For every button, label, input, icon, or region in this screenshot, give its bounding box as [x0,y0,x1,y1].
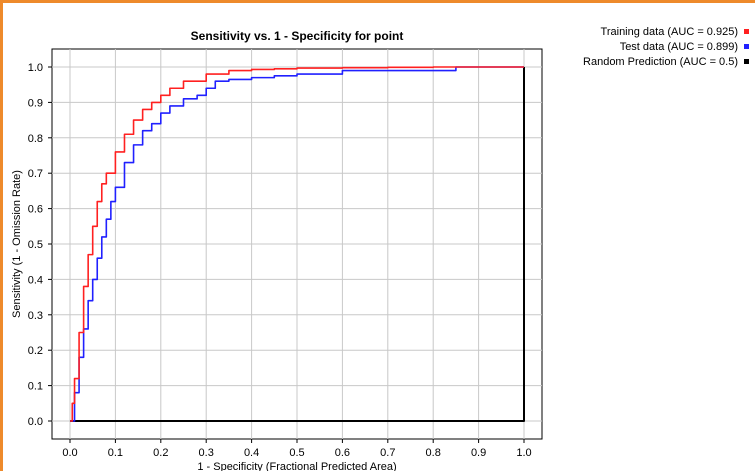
x-tick-label: 0.5 [289,447,304,459]
y-axis-label: Sensitivity (1 - Omission Rate) [11,170,23,318]
y-axis: 0.0 0.1 0.2 0.3 0.4 0.5 0.6 0.7 0.8 0.9 1.0 [28,62,52,428]
y-tick-label: 0.3 [28,310,43,322]
legend: Training data (AUC = 0.925) Test data (AU… [583,24,749,69]
y-tick-label: 0.2 [28,345,43,357]
y-tick-label: 0.6 [28,204,43,216]
random-prediction-line [70,67,525,422]
training-data-line [70,66,524,422]
x-tick-label: 0.4 [244,447,259,459]
y-tick-label: 0.9 [28,97,43,109]
legend-swatch [744,29,749,34]
x-tick-label: 0.7 [380,447,395,459]
x-tick-label: 0.8 [426,447,441,459]
x-tick-label: 1.0 [516,447,531,459]
x-tick-label: 0.0 [62,447,77,459]
x-tick-label: 0.3 [199,447,214,459]
legend-label: Training data (AUC = 0.925) [600,25,738,38]
grid [52,49,542,439]
y-tick-label: 0.7 [28,168,43,180]
legend-item: Random Prediction (AUC = 0.5) [583,54,749,69]
y-tick-label: 0.1 [28,381,43,393]
y-tick-label: 0.8 [28,133,43,145]
legend-label: Random Prediction (AUC = 0.5) [583,55,738,68]
legend-item: Training data (AUC = 0.925) [583,24,749,39]
x-tick-label: 0.6 [335,447,350,459]
legend-swatch [744,59,749,64]
x-axis-label: 1 - Specificity (Fractional Predicted Ar… [197,461,396,471]
x-tick-label: 0.9 [471,447,486,459]
test-data-line [70,66,524,422]
chart-title: Sensitivity vs. 1 - Specificity for poin… [191,29,404,43]
legend-swatch [744,44,749,49]
x-tick-label: 0.1 [108,447,123,459]
x-axis: 0.0 0.1 0.2 0.3 0.4 0.5 0.6 0.7 0.8 0.9 1.0 [62,439,532,459]
y-tick-label: 0.5 [28,239,43,251]
legend-item: Test data (AUC = 0.899) [583,39,749,54]
y-tick-label: 0.0 [28,416,43,428]
y-tick-label: 1.0 [28,62,43,74]
legend-label: Test data (AUC = 0.899) [619,40,738,53]
y-tick-label: 0.4 [28,274,43,286]
series-layer [70,66,525,422]
x-tick-label: 0.2 [153,447,168,459]
